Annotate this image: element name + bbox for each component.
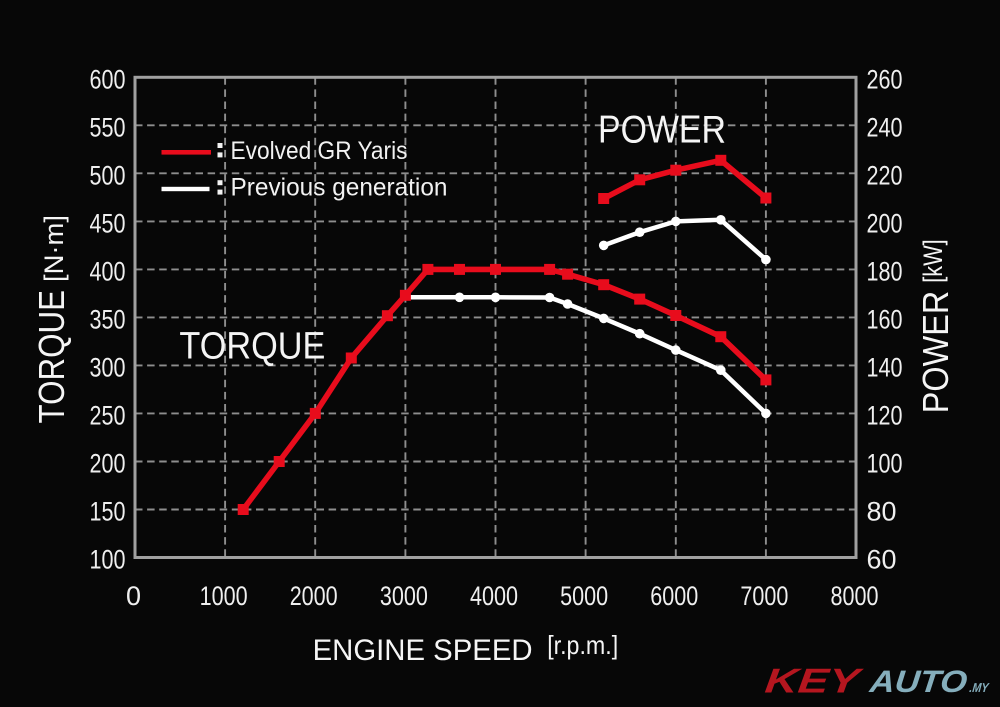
svg-text:120: 120 <box>867 400 903 430</box>
svg-text:250: 250 <box>90 400 126 430</box>
svg-text:1000: 1000 <box>200 581 248 611</box>
svg-text:3000: 3000 <box>380 581 428 611</box>
svg-text:180: 180 <box>867 256 903 286</box>
svg-text:600: 600 <box>90 64 126 94</box>
svg-text:150: 150 <box>90 497 126 527</box>
svg-text:TORQUE: TORQUE <box>179 325 325 367</box>
svg-text:60: 60 <box>867 545 897 575</box>
svg-text:6000: 6000 <box>650 581 698 611</box>
svg-text:300: 300 <box>90 352 126 382</box>
svg-text:450: 450 <box>90 208 126 238</box>
svg-text:TORQUE: TORQUE <box>31 290 72 424</box>
svg-text:240: 240 <box>867 112 903 142</box>
svg-text:400: 400 <box>90 256 126 286</box>
svg-text:260: 260 <box>867 64 903 94</box>
svg-text:[N·m]: [N·m] <box>39 215 69 282</box>
svg-text:200: 200 <box>90 449 126 479</box>
svg-text:Previous generation: Previous generation <box>231 173 448 201</box>
svg-text:500: 500 <box>90 160 126 190</box>
svg-text:100: 100 <box>867 449 903 479</box>
svg-text:KEY: KEY <box>763 662 865 700</box>
svg-text:.MY: .MY <box>969 680 991 695</box>
svg-text:350: 350 <box>90 304 126 334</box>
svg-text:8000: 8000 <box>831 581 879 611</box>
svg-text:AUTO: AUTO <box>867 664 969 699</box>
svg-text:4000: 4000 <box>470 581 518 611</box>
svg-text:140: 140 <box>867 352 903 382</box>
svg-text:200: 200 <box>867 208 903 238</box>
svg-text:220: 220 <box>867 160 903 190</box>
svg-text:ENGINE SPEED: ENGINE SPEED <box>313 634 533 667</box>
svg-text:550: 550 <box>90 112 126 142</box>
svg-text:POWER: POWER <box>598 109 726 152</box>
svg-text:160: 160 <box>867 304 903 334</box>
svg-text:100: 100 <box>90 545 126 575</box>
svg-text:POWER: POWER <box>915 291 956 414</box>
svg-text:7000: 7000 <box>740 581 788 611</box>
svg-text:0: 0 <box>126 581 141 611</box>
svg-text:[kW]: [kW] <box>918 239 948 283</box>
svg-text:[r.p.m.]: [r.p.m.] <box>547 630 618 660</box>
svg-text:5000: 5000 <box>560 581 608 611</box>
svg-text:2000: 2000 <box>290 581 338 611</box>
svg-text:80: 80 <box>867 497 897 527</box>
svg-text:Evolved GR Yaris: Evolved GR Yaris <box>231 137 408 165</box>
